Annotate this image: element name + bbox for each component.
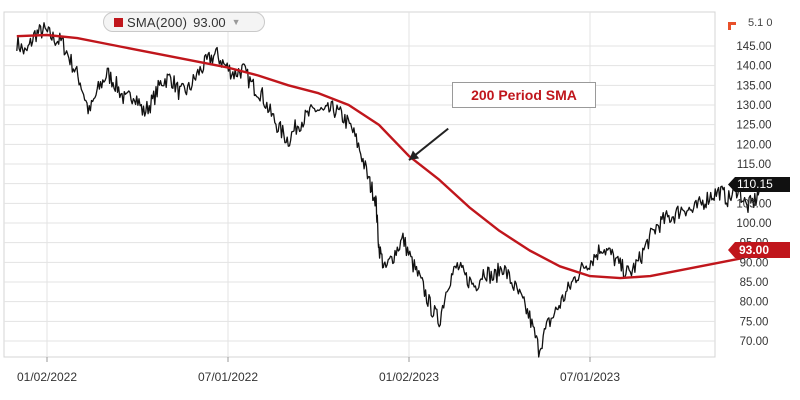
y-tick-label: 80.00: [740, 297, 769, 309]
grid: [4, 12, 715, 357]
y-tick-label: 70.00: [740, 336, 769, 348]
y-tick-label: 85.00: [740, 277, 769, 289]
y-tick-label: 130.00: [736, 100, 771, 112]
annotation-arrow-head: [409, 150, 420, 161]
y-tick-label: 135.00: [736, 80, 771, 92]
chevron-down-icon[interactable]: ▼: [231, 17, 241, 27]
x-tick-label: 07/01/2022: [198, 370, 258, 384]
corner-bracket-icon: [728, 22, 736, 30]
y-tick-label: 105.00: [736, 198, 771, 210]
last-price-tag: 110.15: [728, 177, 790, 192]
y-tick-label: 145.00: [736, 41, 771, 53]
sma-series-line: [16, 33, 763, 280]
x-tick-label: 01/02/2022: [17, 370, 77, 384]
y-tick-label: 140.00: [736, 61, 771, 73]
x-tick-label: 07/01/2023: [560, 370, 620, 384]
legend-indicator-label: SMA(200): [127, 14, 188, 30]
indicator-legend[interactable]: SMA(200) 93.00 ▼: [103, 12, 265, 32]
y-tick-label: 100.00: [736, 218, 771, 230]
y-axis: 70.0075.0080.0085.0090.0095.00100.00105.…: [736, 41, 771, 348]
price-series-line: [16, 22, 763, 358]
y-tick-label: 90.00: [740, 257, 769, 269]
plot-frame: [3, 11, 716, 358]
legend-indicator-value: 93.00: [193, 14, 226, 30]
y-tick-label: 75.00: [740, 316, 769, 328]
corner-label: 5.1 0: [748, 17, 773, 29]
sma-color-swatch: [114, 17, 123, 27]
sma-value-tag: 93.00: [728, 242, 790, 258]
x-axis: 01/02/2022 07/01/2022 01/02/2023 07/01/2023: [17, 357, 620, 384]
y-tick-label: 125.00: [736, 120, 771, 132]
series-layer: [16, 22, 763, 358]
x-tick-label: 01/02/2023: [379, 370, 439, 384]
y-tick-label: 115.00: [737, 159, 771, 171]
annotation-layer: [408, 127, 449, 161]
y-tick-label: 120.00: [736, 139, 771, 151]
sma-annotation-label: 200 Period SMA: [452, 82, 596, 108]
